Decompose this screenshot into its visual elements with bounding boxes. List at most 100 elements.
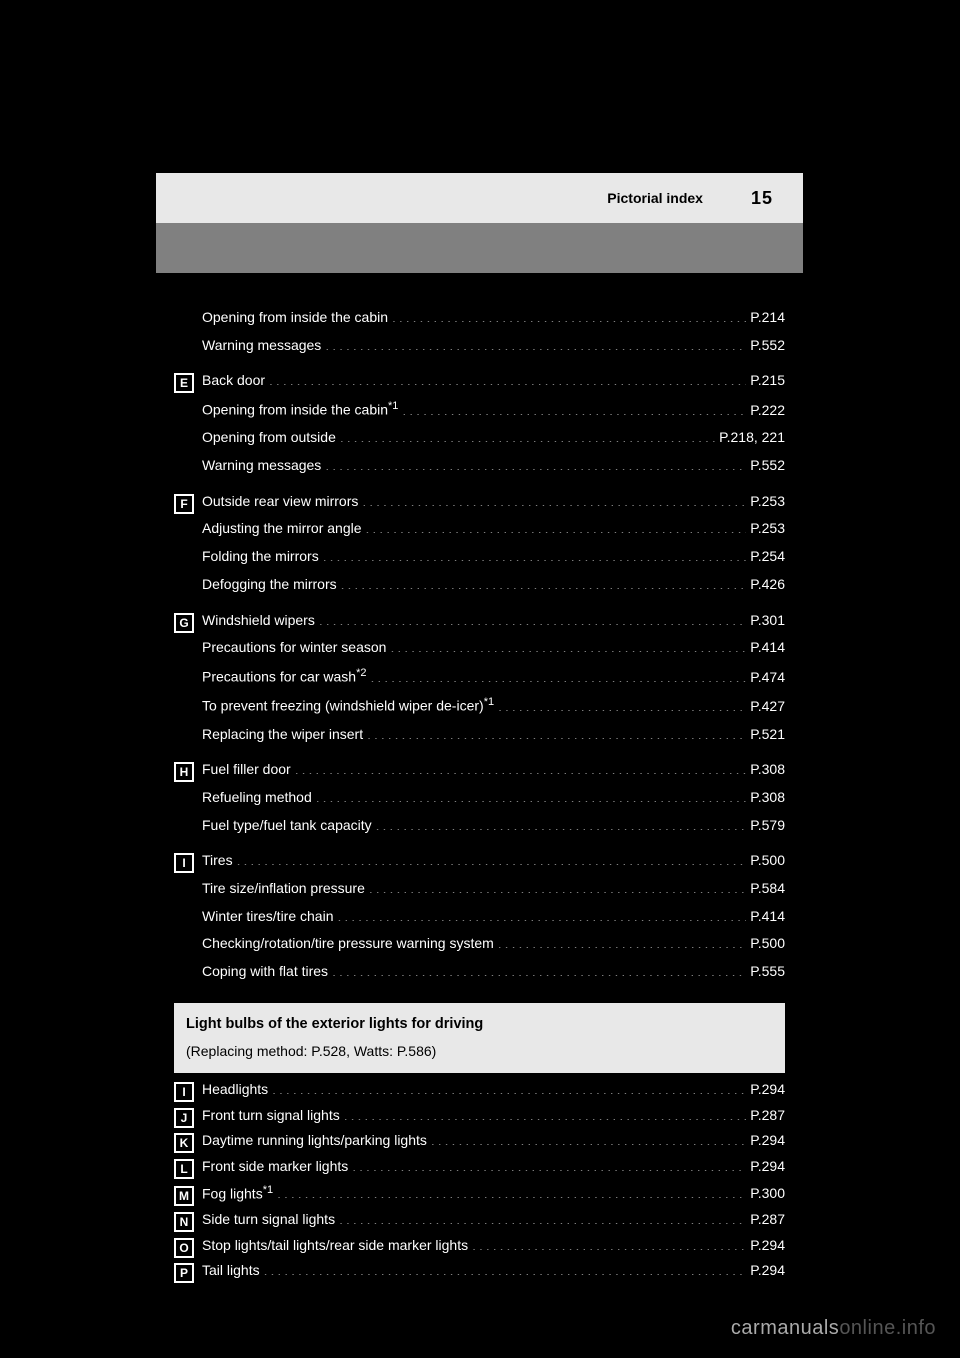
row-label: Refueling method — [202, 787, 312, 809]
page-ref: P.500 — [750, 933, 785, 955]
letter-icon: E — [174, 373, 194, 393]
page-ref: P.301 — [750, 610, 785, 632]
leader-dots — [498, 934, 746, 948]
index-block: GWindshield wipersP.301Precautions for w… — [174, 610, 785, 746]
header-title: Pictorial index — [607, 190, 703, 206]
page-content: Opening from inside the cabinP.214Warnin… — [156, 273, 803, 1282]
watermark-strong: carmanuals — [731, 1317, 839, 1339]
letter-icon: M — [174, 1186, 194, 1206]
letter-icon: H — [174, 762, 194, 782]
page-ref: P.294 — [750, 1260, 785, 1282]
index-row: Adjusting the mirror angle P.253 — [202, 518, 785, 540]
index-row: Warning messages P.552 — [202, 335, 785, 357]
light-row: PTail lightsP.294 — [174, 1260, 785, 1282]
index-block: Opening from inside the cabinP.214Warnin… — [174, 307, 785, 356]
light-row: KDaytime running lights/parking lightsP.… — [174, 1130, 785, 1152]
letter-icon: J — [174, 1108, 194, 1128]
letter-icon: I — [174, 1082, 194, 1102]
row-label: Precautions for winter season — [202, 637, 386, 659]
leader-dots — [319, 611, 746, 625]
leader-dots — [376, 816, 747, 830]
light-row: OStop lights/tail lights/rear side marke… — [174, 1235, 785, 1257]
row-label: Coping with flat tires — [202, 961, 328, 983]
infobox-title: Light bulbs of the exterior lights for d… — [186, 1013, 773, 1035]
page-ref: P.308 — [750, 759, 785, 781]
row-label: Opening from inside the cabin — [202, 307, 388, 329]
page-ref: P.474 — [750, 667, 785, 689]
index-row: Fuel type/fuel tank capacity P.579 — [202, 815, 785, 837]
letter-icon: F — [174, 494, 194, 514]
light-row: J Front turn signal lights P.287 — [174, 1105, 785, 1127]
watermark: carmanualsonline.info — [731, 1317, 936, 1340]
light-label: Headlights — [202, 1079, 268, 1101]
index-row: Checking/rotation/tire pressure warning … — [202, 933, 785, 955]
index-block: EBack doorP.215 Opening from inside the c… — [174, 370, 785, 476]
page-ref: P.414 — [750, 637, 785, 659]
page-ref: P.253 — [750, 491, 785, 513]
page-ref: P.254 — [750, 546, 785, 568]
index-row: Winter tires/tire chainP.414 — [202, 906, 785, 928]
leader-dots — [337, 907, 746, 921]
index-row: H Fuel filler door P.308 — [174, 759, 785, 781]
page-ref: P.579 — [750, 815, 785, 837]
row-label: Checking/rotation/tire pressure warning … — [202, 933, 494, 955]
leader-dots — [431, 1131, 746, 1145]
leader-dots — [392, 308, 746, 322]
manual-page: Pictorial index 15 Opening from inside t… — [156, 173, 803, 1193]
leader-dots — [370, 668, 746, 682]
row-label: Warning messages — [202, 335, 321, 357]
watermark-rest: online.info — [839, 1317, 936, 1339]
row-label: Tire size/inflation pressure — [202, 878, 365, 900]
light-label: Side turn signal lights — [202, 1209, 335, 1231]
leader-dots — [341, 575, 747, 589]
row-label: Warning messages — [202, 455, 321, 477]
page-ref: P.584 — [750, 878, 785, 900]
row-label: Folding the mirrors — [202, 546, 319, 568]
light-label: Tail lights — [202, 1260, 260, 1282]
page-ref: P.294 — [750, 1156, 785, 1178]
index-row: Refueling methodP.308 — [202, 787, 785, 809]
row-label: Opening from inside the cabin*1 — [202, 398, 398, 421]
row-label: Fuel type/fuel tank capacity — [202, 815, 372, 837]
row-label: Winter tires/tire chain — [202, 906, 333, 928]
leader-dots — [272, 1080, 746, 1094]
index-row: Warning messagesP.552 — [202, 455, 785, 477]
infobox-sub: (Replacing method: P.528, Watts: P.586) — [186, 1041, 773, 1063]
index-row: Opening from outsideP.218, 221 — [202, 427, 785, 449]
page-ref: P.552 — [750, 335, 785, 357]
page-ref: P.287 — [750, 1105, 785, 1127]
leader-dots — [323, 547, 747, 561]
page-ref: P.555 — [750, 961, 785, 983]
leader-dots — [366, 519, 747, 533]
index-block: ITiresP.500Tire size/inflation pressureP… — [174, 850, 785, 982]
page-ref: P.294 — [750, 1235, 785, 1257]
page-ref: P.287 — [750, 1209, 785, 1231]
index-row: Replacing the wiper insertP.521 — [202, 724, 785, 746]
index-block: HFuel filler doorP.308Refueling methodP.… — [174, 759, 785, 836]
row-label: Tires — [202, 850, 233, 872]
letter-icon: G — [174, 613, 194, 633]
page-ref: P.294 — [750, 1079, 785, 1101]
index-row: EBack doorP.215 — [174, 370, 785, 392]
row-label: Defogging the mirrors — [202, 574, 337, 596]
row-label: To prevent freezing (windshield wiper de… — [202, 694, 494, 717]
leader-dots — [390, 638, 746, 652]
index-row: Coping with flat tires P.555 — [202, 961, 785, 983]
leader-dots — [472, 1236, 746, 1250]
page-ref: P.253 — [750, 518, 785, 540]
row-label: Adjusting the mirror angle — [202, 518, 362, 540]
lightbulbs-infobox: Light bulbs of the exterior lights for d… — [174, 1003, 785, 1073]
index-row: Folding the mirrors P.254 — [202, 546, 785, 568]
light-label: Front turn signal lights — [202, 1105, 340, 1127]
leader-dots — [344, 1106, 746, 1120]
leader-dots — [339, 1210, 746, 1224]
page-ref: P.222 — [750, 400, 785, 422]
page-ref: P.427 — [750, 696, 785, 718]
light-label: Fog lights*1 — [202, 1182, 273, 1205]
leader-dots — [369, 879, 746, 893]
leader-dots — [325, 336, 746, 350]
index-row: Opening from inside the cabin*1 P.222 — [202, 398, 785, 421]
row-label: Fuel filler door — [202, 759, 291, 781]
row-label: Replacing the wiper insert — [202, 724, 363, 746]
letter-icon: K — [174, 1133, 194, 1153]
